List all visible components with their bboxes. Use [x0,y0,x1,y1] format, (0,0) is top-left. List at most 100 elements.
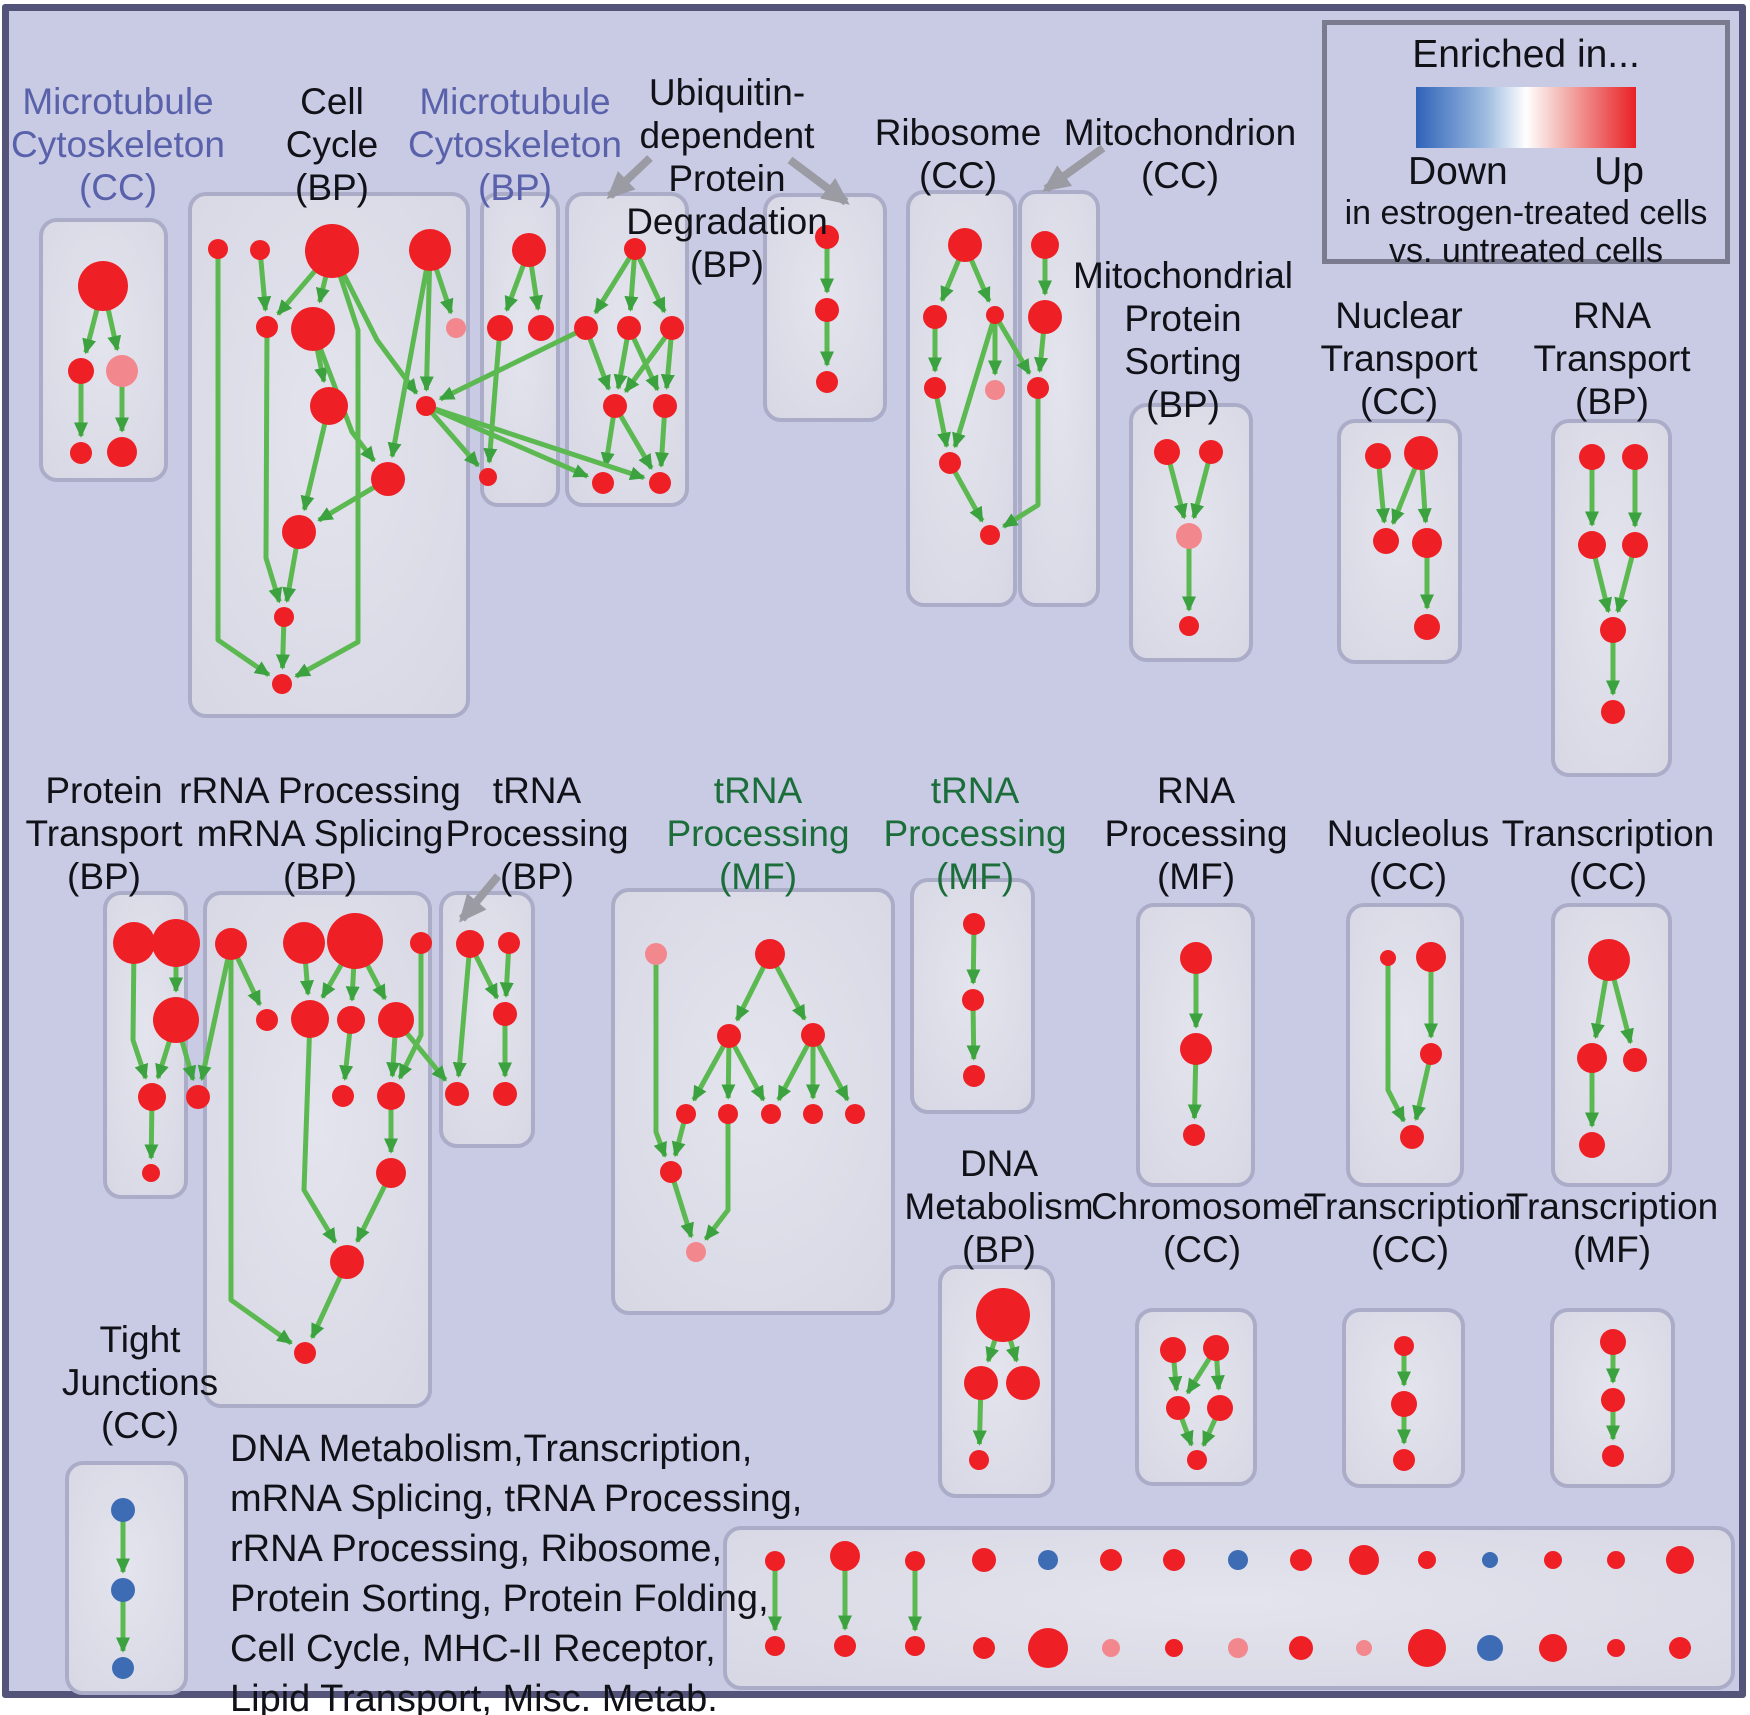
legend-up-label: Up [1594,150,1644,193]
node-summary-u10 [1356,1640,1372,1656]
node-transcription-mf-w1 [1600,1329,1626,1355]
node-summary-o10 [1349,1545,1379,1575]
node-rna-transport-r5 [1600,617,1626,643]
misc-cluster-text: DNA Metabolism,Transcription, mRNA Splici… [230,1424,802,1715]
edge-trna-mf-big-g3-g5 [691,1034,732,1102]
cluster-label-microtubule-cc: Microtubule Cytoskeleton (CC) [11,81,225,208]
node-cellcycle-cc9 [416,396,436,416]
edge-ribosome-rb3-rb6 [952,314,998,449]
node-trna-mf-big-g7 [761,1104,781,1124]
node-summary-u12 [1477,1635,1503,1661]
cluster-label-protein-transport: Protein Transport (BP) [26,770,184,897]
node-cellcycle-cc12 [274,607,294,627]
node-cellcycle-cc7 [446,318,466,338]
misc-text-line: DNA Metabolism,Transcription, [230,1428,753,1470]
node-protein-transport-q6 [142,1164,160,1182]
node-ubiquitin-ul1 [603,394,627,418]
edge-nucleolus-j1-j4 [1385,958,1407,1123]
node-tight-junctions-x2 [111,1578,135,1602]
legend-down-label: Down [1408,150,1508,193]
node-summary-o12 [1482,1552,1498,1568]
node-protein-transport-q5 [186,1085,210,1109]
node-summary-pb1 [765,1636,785,1656]
node-chromosome-c5 [1187,1450,1207,1470]
node-microtubule-bp-mb4 [479,468,497,486]
node-cellcycle-cc3 [305,224,359,278]
edge-cross-ribosome.rb3-mito.m3 [992,313,1032,375]
node-chromosome-c1 [1160,1337,1186,1363]
node-microtubule-cc-c [106,355,138,387]
node-ubiq-chain-ch2 [815,298,839,322]
node-ubiquitin-um3 [660,316,684,340]
node-tight-junctions-x1 [111,1498,135,1522]
cluster-box-tight-junctions [65,1461,188,1695]
node-transcription-cc-mid-k1 [1588,939,1630,981]
node-nuclear-transport-n4 [1412,528,1442,558]
node-nuclear-transport-n2 [1404,436,1438,470]
node-summary-u7 [1165,1639,1183,1657]
node-trna-bp-t4 [445,1082,469,1106]
node-transcription-cc-bot-v2 [1391,1391,1417,1417]
edge-cross-cellcycle.cc9-ubiquitin.ubb1 [425,403,590,479]
cluster-label-cellcycle: Cell Cycle (BP) [286,81,379,208]
node-rrna-s5 [256,1009,278,1031]
node-summary-o9 [1290,1549,1312,1571]
node-protein-transport-q3 [153,997,199,1043]
node-mps-p1 [1154,439,1180,465]
node-rrna-s6 [291,1000,329,1038]
cluster-label-ubiquitin: Ubiquitin-dependent Protein Degradation (BP… [626,72,828,285]
node-dna-metabolism-d3 [1006,1366,1040,1400]
node-cellcycle-cc10 [371,462,405,496]
label-pointer-arrow-3 [1042,144,1106,193]
node-ubiquitin-ubb1 [592,472,614,494]
node-cellcycle-cc4 [409,229,451,271]
node-summary-o7 [1163,1549,1185,1571]
node-summary-u11 [1408,1629,1446,1667]
edge-rrna-s4-s10 [397,943,424,1080]
node-nuclear-transport-n3 [1373,528,1399,554]
node-mito-m2 [1028,300,1062,334]
node-trna-mf-small-h2 [962,989,984,1011]
edge-cross-mito.m3-ribosome.rb7 [1002,388,1041,529]
edge-cellcycle-cc3-cc13 [294,250,361,679]
node-mito-m3 [1027,377,1049,399]
node-microtubule-cc-e [107,437,137,467]
edge-rrna-s6-s12 [301,1018,338,1244]
node-chromosome-c2 [1203,1335,1229,1361]
edge-trna-mf-big-g4-g9 [810,1033,850,1102]
cluster-box-mito [1018,190,1100,607]
node-microtubule-bp-mb2 [487,315,513,341]
edge-trna-mf-big-g1-g10 [653,954,668,1158]
node-summary-o11 [1418,1551,1436,1569]
cluster-label-rna-processing: RNA Processing (MF) [1104,770,1287,897]
edge-trna-mf-big-g10-g11 [668,1171,694,1239]
node-nucleolus-j2 [1416,942,1446,972]
node-chromosome-c4 [1207,1395,1233,1421]
node-rna-transport-r2 [1622,444,1648,470]
edge-cross-ubiquitin.um1-cellcycle.cc9 [438,325,588,402]
node-ubiquitin-um2 [617,316,641,340]
node-cellcycle-cc13 [272,674,292,694]
cluster-label-chromosome: Chromosome (CC) [1091,1186,1313,1270]
node-cellcycle-cc6 [291,307,335,351]
node-mps-p4 [1179,616,1199,636]
node-trna-mf-big-g2 [755,939,785,969]
edge-ubiquitin-ub1-um3 [632,247,667,314]
node-mito-m1 [1031,231,1059,259]
node-transcription-cc-bot-v3 [1393,1449,1415,1471]
node-ribosome-rb1 [948,228,982,262]
node-microtubule-bp-mb3 [528,315,554,341]
edge-cellcycle-cc5-cc12 [263,326,283,604]
node-rna-transport-r6 [1601,700,1625,724]
node-ubiquitin-ul2 [653,394,677,418]
node-transcription-cc-mid-k3 [1623,1048,1647,1072]
node-trna-mf-big-g3 [717,1024,741,1048]
cluster-label-ribosome: Ribosome (CC) [875,112,1042,196]
node-cellcycle-cc1 [208,239,228,259]
node-dna-metabolism-d1 [976,1288,1030,1342]
node-mps-p3 [1176,523,1202,549]
cluster-label-rrna: rRNA Processing mRNA Splicing (BP) [179,770,461,897]
cluster-box-transcription-cc-mid [1551,903,1672,1187]
node-dna-metabolism-d2 [964,1366,998,1400]
node-rrna-s11 [376,1158,406,1188]
